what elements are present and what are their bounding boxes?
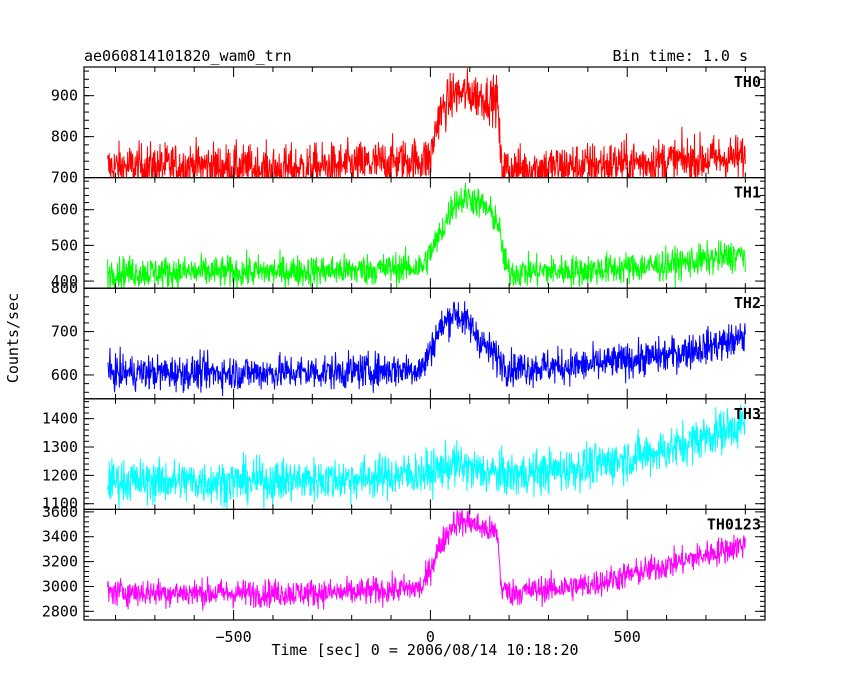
x-tick-label: −500 — [216, 628, 252, 646]
series-line-th3 — [107, 404, 746, 510]
y-tick-label: 700 — [51, 323, 78, 341]
panel-label-th1: TH1 — [734, 184, 761, 202]
y-tick-label: 3000 — [42, 577, 78, 595]
y-tick-label: 1400 — [42, 410, 78, 428]
y-tick-label: 3400 — [42, 528, 78, 546]
x-axis-label: Time [sec] 0 = 2006/08/14 10:18:20 — [271, 641, 578, 659]
panel-frame — [83, 508, 766, 621]
y-axis-label: Counts/sec — [4, 293, 22, 383]
panel-th0123: 2800 3000 3200 3400 3600 TH0123 — [42, 503, 766, 621]
x-tick-label: 500 — [614, 628, 641, 646]
panel-label-th0123: TH0123 — [707, 515, 761, 533]
y-tick-label: 2800 — [42, 602, 78, 620]
y-tick-label: 600 — [51, 201, 78, 219]
y-tick-label: 3200 — [42, 553, 78, 571]
panels: 700 800 900 TH0 400 500 600 TH1 600 700 800 TH2 1100… — [42, 66, 766, 621]
x-axis: −500 0 500 — [216, 628, 641, 646]
panel-frame — [83, 287, 766, 400]
series-line-th0 — [107, 68, 746, 178]
y-tick-label: 800 — [51, 128, 78, 146]
y-tick-label: 3600 — [42, 503, 78, 521]
y-tick-label: 900 — [51, 87, 78, 105]
panel-label-th0: TH0 — [734, 73, 761, 91]
panel-label-th3: TH3 — [734, 405, 761, 423]
y-tick-label: 1300 — [42, 438, 78, 456]
panel-label-th2: TH2 — [734, 294, 761, 312]
y-tick-label: 400 — [51, 272, 78, 290]
panel-th1: 400 500 600 TH1 — [51, 177, 766, 290]
y-tick-label: 700 — [51, 169, 78, 187]
y-tick-label: 1200 — [42, 466, 78, 484]
y-tick-label: 500 — [51, 236, 78, 254]
y-tick-label: 1100 — [42, 495, 78, 513]
y-tick-label: 600 — [51, 366, 78, 384]
series-line-th1 — [107, 182, 746, 289]
series-line-th2 — [107, 301, 746, 397]
bin-time-label: Bin time: 1.0 s — [613, 47, 748, 65]
x-tick-label: 0 — [426, 628, 435, 646]
chart-title: ae060814101820_wam0_trn — [84, 47, 292, 65]
panel-th2: 600 700 800 TH2 — [51, 279, 766, 400]
series-line-th0123 — [107, 509, 746, 611]
y-tick-label: 800 — [51, 279, 78, 297]
panel-th3: 1100 1200 1300 1400 TH3 — [42, 398, 766, 513]
